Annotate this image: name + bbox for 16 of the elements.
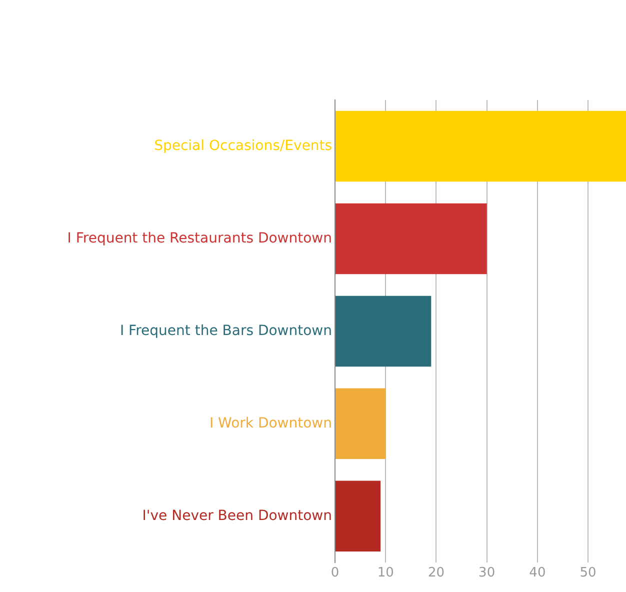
x-tick-label: 50 <box>580 566 596 581</box>
x-tick-label: 30 <box>478 566 496 581</box>
bar <box>336 110 626 182</box>
x-tick-label: 10 <box>377 566 394 581</box>
y-tick-label: Special Occasions/Events <box>154 138 332 154</box>
x-tick-label: 0 <box>330 566 340 581</box>
y-tick-label: I Frequent the Bars Downtown <box>120 322 332 339</box>
bar <box>336 480 381 552</box>
y-tick-label: I've Never Been Downtown <box>142 508 332 524</box>
bar <box>336 388 386 460</box>
x-tick-label: 40 <box>529 566 546 581</box>
bar <box>336 296 432 367</box>
y-tick-label: I Work Downtown <box>209 415 332 432</box>
x-tick-label: 20 <box>428 566 444 581</box>
bar <box>336 203 487 274</box>
y-tick-label: I Frequent the Restaurants Downtown <box>67 230 332 246</box>
